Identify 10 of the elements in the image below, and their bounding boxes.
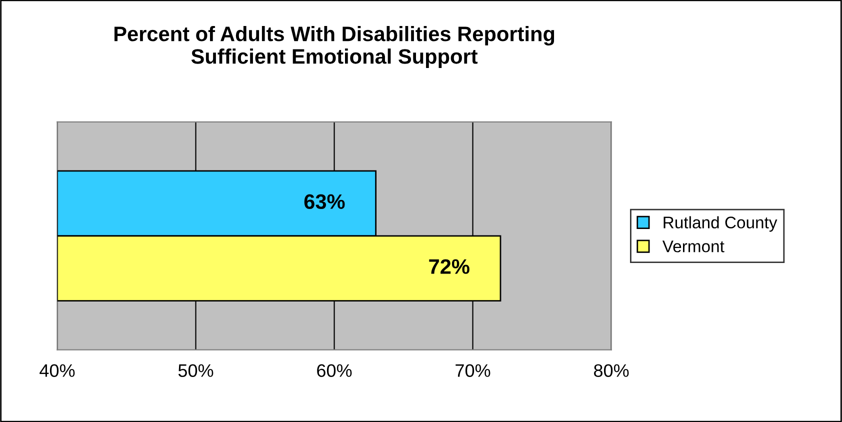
chart-title: Percent of Adults With Disabilities Reporting Sufficient Emotional Support <box>114 26 554 68</box>
x-tick-label: 60% <box>317 364 352 377</box>
x-tick-label: 80% <box>594 364 629 377</box>
legend-label: Vermont <box>662 240 724 252</box>
x-tick-label: 50% <box>178 364 214 377</box>
data-label: 63% <box>304 194 345 210</box>
x-tick-label: 70% <box>456 364 490 377</box>
legend-label: Rutland County <box>664 216 778 232</box>
data-label: 72% <box>429 259 470 274</box>
x-tick-label: 40% <box>40 364 75 377</box>
